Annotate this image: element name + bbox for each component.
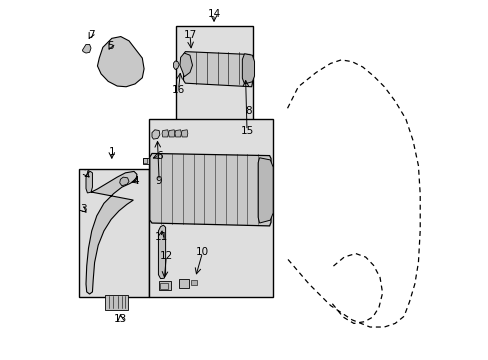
Polygon shape (120, 177, 129, 186)
Text: 10: 10 (196, 247, 209, 257)
Text: 16: 16 (172, 85, 185, 95)
Polygon shape (82, 44, 91, 53)
Polygon shape (175, 130, 181, 137)
Text: 14: 14 (207, 9, 220, 19)
Polygon shape (149, 153, 270, 226)
Polygon shape (181, 130, 187, 137)
Text: 11: 11 (154, 232, 167, 242)
Polygon shape (180, 53, 192, 77)
Text: 15: 15 (240, 126, 253, 135)
Bar (190, 280, 197, 285)
Bar (159, 281, 170, 291)
Bar (143, 158, 147, 163)
Text: 12: 12 (160, 251, 173, 261)
Polygon shape (86, 171, 92, 193)
Text: 3: 3 (80, 204, 86, 215)
Polygon shape (158, 225, 165, 279)
Polygon shape (168, 130, 175, 137)
Text: 1: 1 (108, 147, 115, 157)
Polygon shape (152, 130, 160, 139)
Polygon shape (162, 130, 168, 137)
Text: 13: 13 (114, 314, 127, 324)
Bar (160, 283, 168, 289)
Polygon shape (242, 54, 254, 84)
Bar (142, 158, 149, 163)
Bar (149, 119, 273, 297)
Text: 9: 9 (156, 176, 162, 186)
Bar (79, 169, 148, 297)
Text: 8: 8 (244, 106, 251, 116)
Text: 2: 2 (83, 169, 90, 179)
Polygon shape (97, 37, 144, 87)
Text: 5: 5 (107, 41, 114, 50)
Bar (176, 26, 253, 153)
Polygon shape (173, 61, 179, 69)
Polygon shape (258, 158, 273, 223)
Text: 6: 6 (156, 150, 162, 161)
Bar (178, 279, 189, 288)
Text: 4: 4 (132, 176, 139, 186)
Bar (105, 296, 127, 310)
Text: 7: 7 (87, 30, 94, 40)
Polygon shape (183, 51, 252, 87)
Text: 17: 17 (183, 30, 196, 40)
Polygon shape (86, 171, 137, 294)
